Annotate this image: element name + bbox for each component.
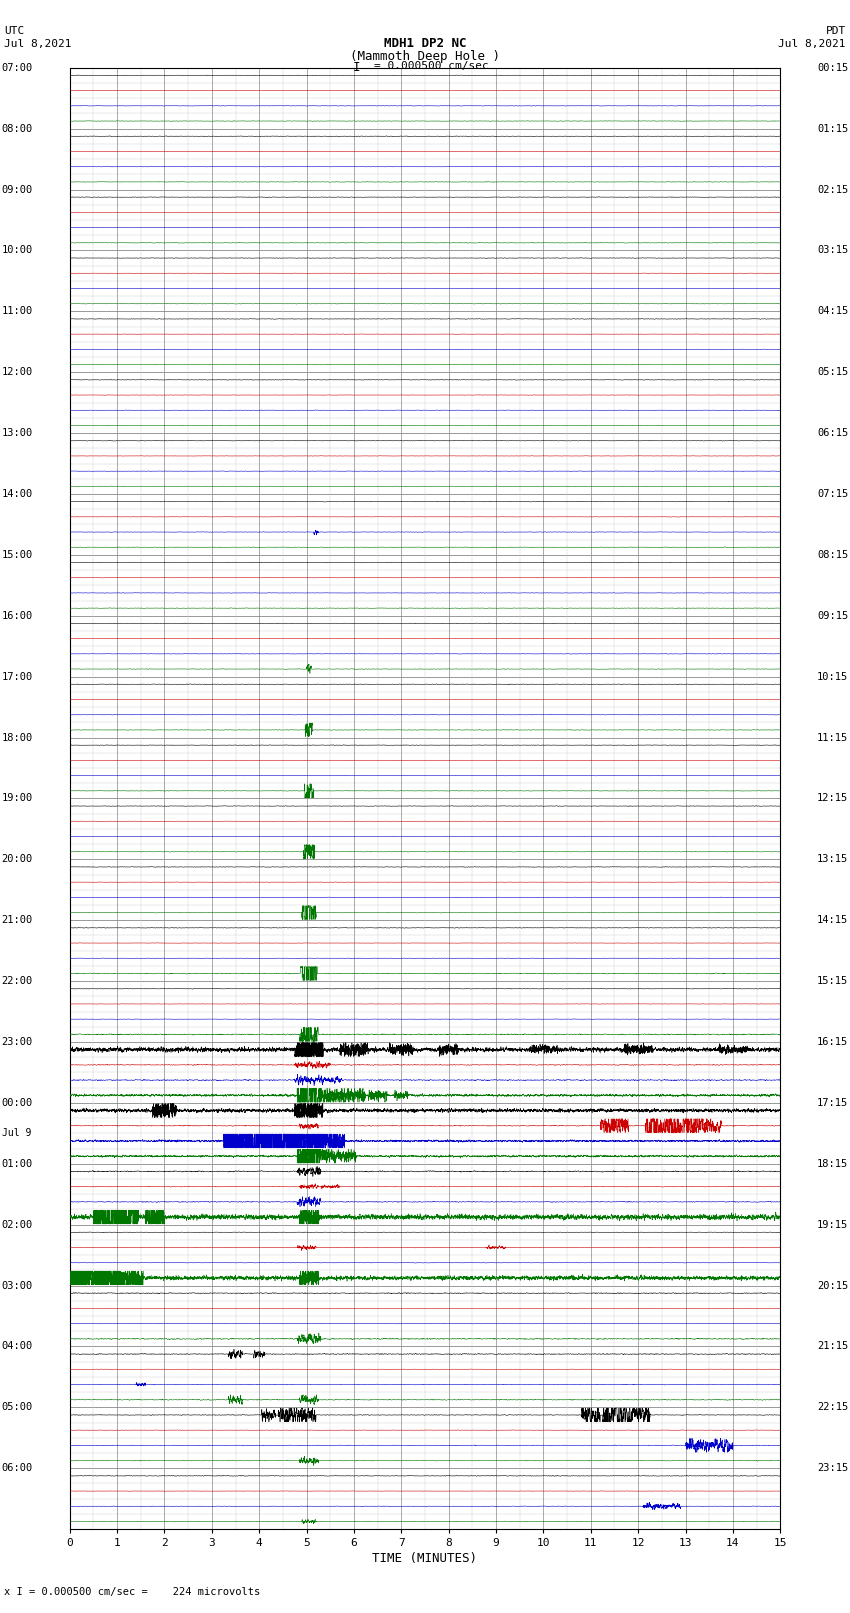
Text: 05:15: 05:15 (817, 368, 848, 377)
Text: 01:15: 01:15 (817, 124, 848, 134)
Text: 12:15: 12:15 (817, 794, 848, 803)
Text: x I = 0.000500 cm/sec =    224 microvolts: x I = 0.000500 cm/sec = 224 microvolts (4, 1587, 260, 1597)
Text: I: I (354, 61, 360, 74)
Text: 06:15: 06:15 (817, 427, 848, 439)
Text: 09:00: 09:00 (2, 184, 33, 195)
Text: 15:00: 15:00 (2, 550, 33, 560)
Text: 03:15: 03:15 (817, 245, 848, 255)
Text: 05:00: 05:00 (2, 1402, 33, 1413)
Text: 14:15: 14:15 (817, 915, 848, 926)
Text: 09:15: 09:15 (817, 611, 848, 621)
Text: 01:00: 01:00 (2, 1158, 33, 1169)
Text: 02:00: 02:00 (2, 1219, 33, 1229)
Text: 17:00: 17:00 (2, 671, 33, 682)
Text: 23:00: 23:00 (2, 1037, 33, 1047)
Text: 00:00: 00:00 (2, 1098, 33, 1108)
Text: Jul 8,2021: Jul 8,2021 (4, 39, 71, 48)
Text: 02:15: 02:15 (817, 184, 848, 195)
Text: 22:15: 22:15 (817, 1402, 848, 1413)
Text: 12:00: 12:00 (2, 368, 33, 377)
Text: 23:15: 23:15 (817, 1463, 848, 1473)
Text: 16:15: 16:15 (817, 1037, 848, 1047)
Text: = 0.000500 cm/sec: = 0.000500 cm/sec (374, 61, 489, 71)
Text: 14:00: 14:00 (2, 489, 33, 498)
Text: Jul 9: Jul 9 (2, 1129, 31, 1139)
Text: 22:00: 22:00 (2, 976, 33, 986)
Text: 08:00: 08:00 (2, 124, 33, 134)
Text: 13:00: 13:00 (2, 427, 33, 439)
Text: 13:15: 13:15 (817, 855, 848, 865)
Text: 11:15: 11:15 (817, 732, 848, 742)
Text: 20:15: 20:15 (817, 1281, 848, 1290)
Text: 07:15: 07:15 (817, 489, 848, 498)
Text: PDT: PDT (825, 26, 846, 35)
Text: 15:15: 15:15 (817, 976, 848, 986)
Text: 16:00: 16:00 (2, 611, 33, 621)
Text: (Mammoth Deep Hole ): (Mammoth Deep Hole ) (350, 50, 500, 63)
Text: 19:00: 19:00 (2, 794, 33, 803)
Text: UTC: UTC (4, 26, 25, 35)
Text: 21:15: 21:15 (817, 1342, 848, 1352)
Text: 04:15: 04:15 (817, 306, 848, 316)
Text: 10:15: 10:15 (817, 671, 848, 682)
Text: 08:15: 08:15 (817, 550, 848, 560)
X-axis label: TIME (MINUTES): TIME (MINUTES) (372, 1552, 478, 1565)
Text: 06:00: 06:00 (2, 1463, 33, 1473)
Text: 18:15: 18:15 (817, 1158, 848, 1169)
Text: 11:00: 11:00 (2, 306, 33, 316)
Text: 03:00: 03:00 (2, 1281, 33, 1290)
Text: 04:00: 04:00 (2, 1342, 33, 1352)
Text: 18:00: 18:00 (2, 732, 33, 742)
Text: 17:15: 17:15 (817, 1098, 848, 1108)
Text: 00:15: 00:15 (817, 63, 848, 73)
Text: 19:15: 19:15 (817, 1219, 848, 1229)
Text: Jul 8,2021: Jul 8,2021 (779, 39, 846, 48)
Text: 10:00: 10:00 (2, 245, 33, 255)
Text: 07:00: 07:00 (2, 63, 33, 73)
Text: 21:00: 21:00 (2, 915, 33, 926)
Text: 20:00: 20:00 (2, 855, 33, 865)
Text: MDH1 DP2 NC: MDH1 DP2 NC (383, 37, 467, 50)
